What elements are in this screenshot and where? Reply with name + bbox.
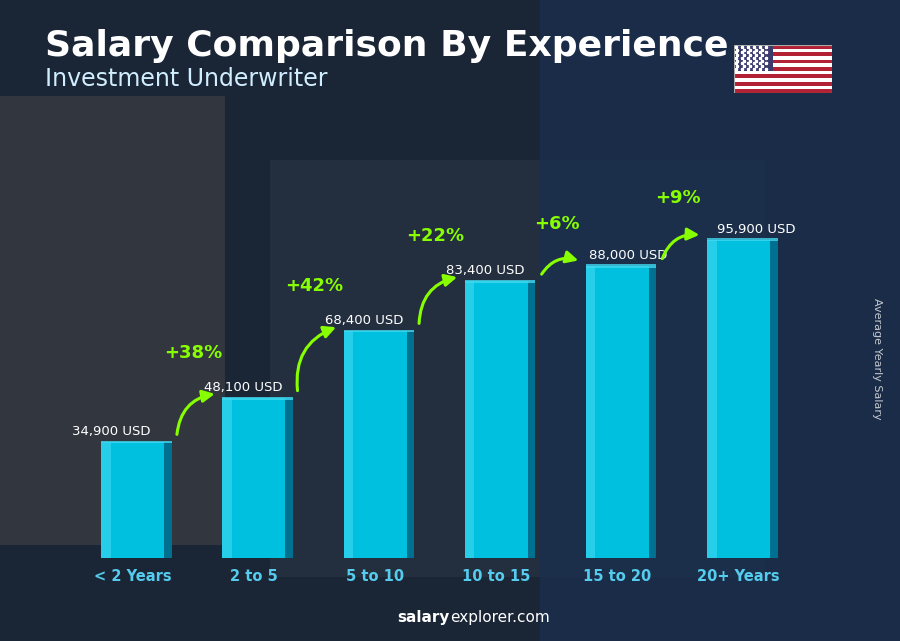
Bar bbox=[734, 78, 833, 82]
Bar bbox=[734, 82, 833, 85]
Text: +6%: +6% bbox=[534, 215, 580, 233]
Bar bbox=[464, 281, 474, 558]
Text: Salary Comparison By Experience: Salary Comparison By Experience bbox=[45, 29, 728, 63]
Bar bbox=[734, 45, 773, 71]
Bar bbox=[0, 96, 225, 545]
Bar bbox=[102, 442, 165, 558]
Bar bbox=[707, 238, 778, 242]
Text: salary: salary bbox=[398, 610, 450, 625]
Bar bbox=[734, 74, 833, 78]
Bar bbox=[285, 398, 293, 558]
Text: +42%: +42% bbox=[285, 277, 344, 295]
Bar bbox=[344, 331, 353, 558]
Bar bbox=[734, 56, 833, 60]
Bar bbox=[734, 67, 833, 71]
Text: 34,900 USD: 34,900 USD bbox=[72, 425, 151, 438]
Bar bbox=[464, 279, 536, 283]
Bar bbox=[270, 160, 765, 577]
Bar bbox=[734, 63, 833, 67]
Bar bbox=[527, 281, 536, 558]
Bar bbox=[707, 240, 716, 558]
Bar bbox=[586, 264, 656, 267]
Text: Average Yearly Salary: Average Yearly Salary bbox=[872, 298, 883, 420]
Bar bbox=[165, 442, 172, 558]
Bar bbox=[734, 53, 833, 56]
Text: Investment Underwriter: Investment Underwriter bbox=[45, 67, 328, 91]
Bar bbox=[586, 266, 596, 558]
Bar bbox=[734, 85, 833, 89]
Bar bbox=[464, 281, 527, 558]
Text: +22%: +22% bbox=[407, 227, 464, 245]
Text: +38%: +38% bbox=[164, 344, 222, 362]
Text: 68,400 USD: 68,400 USD bbox=[325, 314, 403, 327]
Bar bbox=[540, 0, 900, 641]
Bar bbox=[344, 329, 414, 333]
Text: 88,000 USD: 88,000 USD bbox=[590, 249, 668, 262]
Text: 48,100 USD: 48,100 USD bbox=[203, 381, 283, 394]
Bar bbox=[734, 45, 833, 49]
Bar bbox=[734, 60, 833, 63]
Bar bbox=[734, 71, 833, 74]
Text: explorer.com: explorer.com bbox=[450, 610, 550, 625]
Text: +9%: +9% bbox=[655, 189, 701, 207]
Bar bbox=[586, 266, 649, 558]
Bar bbox=[102, 441, 172, 444]
Bar bbox=[344, 331, 407, 558]
Bar bbox=[222, 398, 285, 558]
Bar bbox=[222, 398, 232, 558]
Bar bbox=[222, 397, 293, 400]
Text: 83,400 USD: 83,400 USD bbox=[446, 265, 525, 278]
Bar bbox=[707, 240, 770, 558]
Bar bbox=[734, 89, 833, 93]
Bar bbox=[649, 266, 656, 558]
Bar bbox=[102, 442, 111, 558]
Bar bbox=[734, 49, 833, 53]
Bar bbox=[770, 240, 778, 558]
Bar bbox=[407, 331, 414, 558]
Text: 95,900 USD: 95,900 USD bbox=[717, 223, 796, 236]
